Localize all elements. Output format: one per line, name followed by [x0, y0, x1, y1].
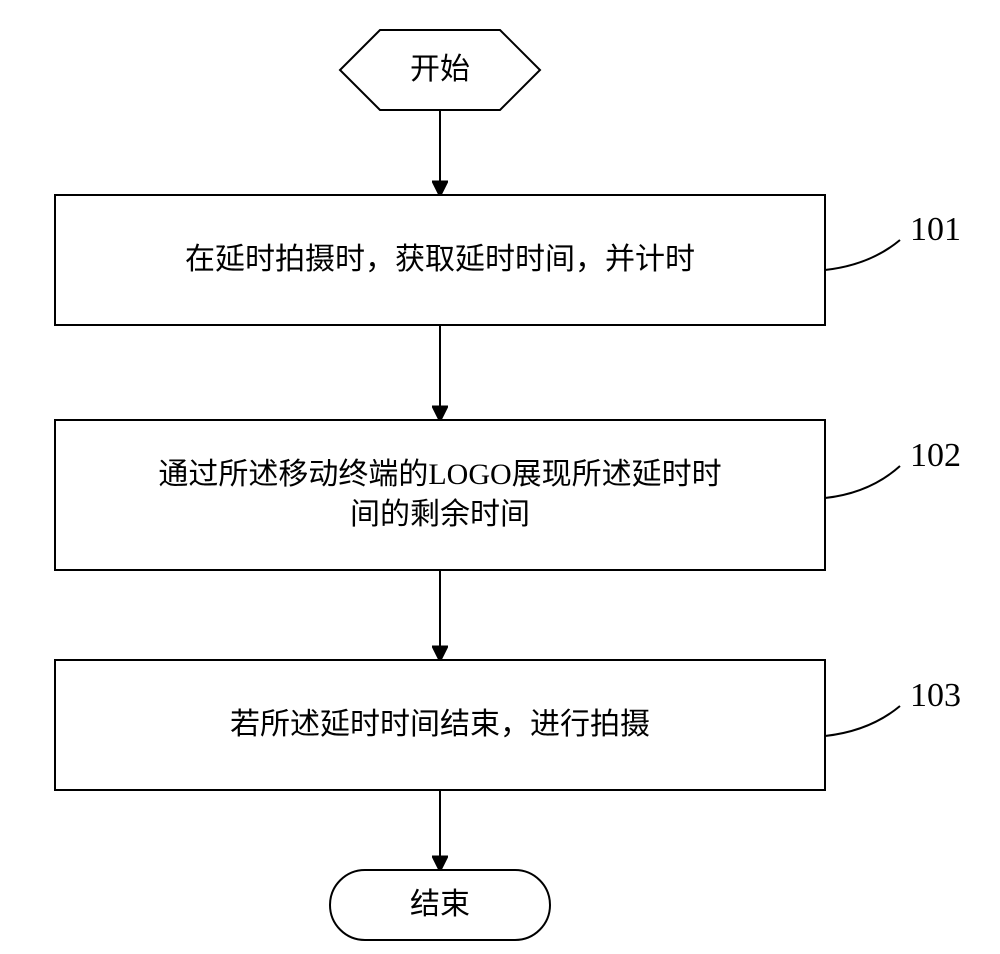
- step2-text-line1: 间的剩余时间: [350, 498, 530, 531]
- node-step3: 若所述延时时间结束，进行拍摄 103: [55, 660, 961, 790]
- node-step1: 在延时拍摄时，获取延时时间，并计时 101: [55, 195, 961, 325]
- end-text: 结束: [410, 888, 470, 921]
- step3-text-line0: 若所述延时时间结束，进行拍摄: [230, 708, 650, 741]
- step3-label: 103: [910, 677, 961, 714]
- flowchart: 开始在延时拍摄时，获取延时时间，并计时 101 通过所述移动终端的LOGO展现所述延…: [0, 0, 1000, 954]
- step3-leader: [825, 706, 900, 736]
- step2-label: 102: [910, 437, 961, 474]
- step1-text-line0: 在延时拍摄时，获取延时时间，并计时: [185, 243, 695, 276]
- step1-label: 101: [910, 211, 961, 248]
- step2-text-line0: 通过所述移动终端的LOGO展现所述延时时: [158, 458, 721, 491]
- step2-leader: [825, 466, 900, 498]
- start-text: 开始: [410, 53, 470, 86]
- step1-leader: [825, 240, 900, 270]
- node-end: 结束: [330, 870, 550, 940]
- node-step2: 通过所述移动终端的LOGO展现所述延时时间的剩余时间 102: [55, 420, 961, 570]
- node-start: 开始: [340, 30, 540, 110]
- step2-shape: [55, 420, 825, 570]
